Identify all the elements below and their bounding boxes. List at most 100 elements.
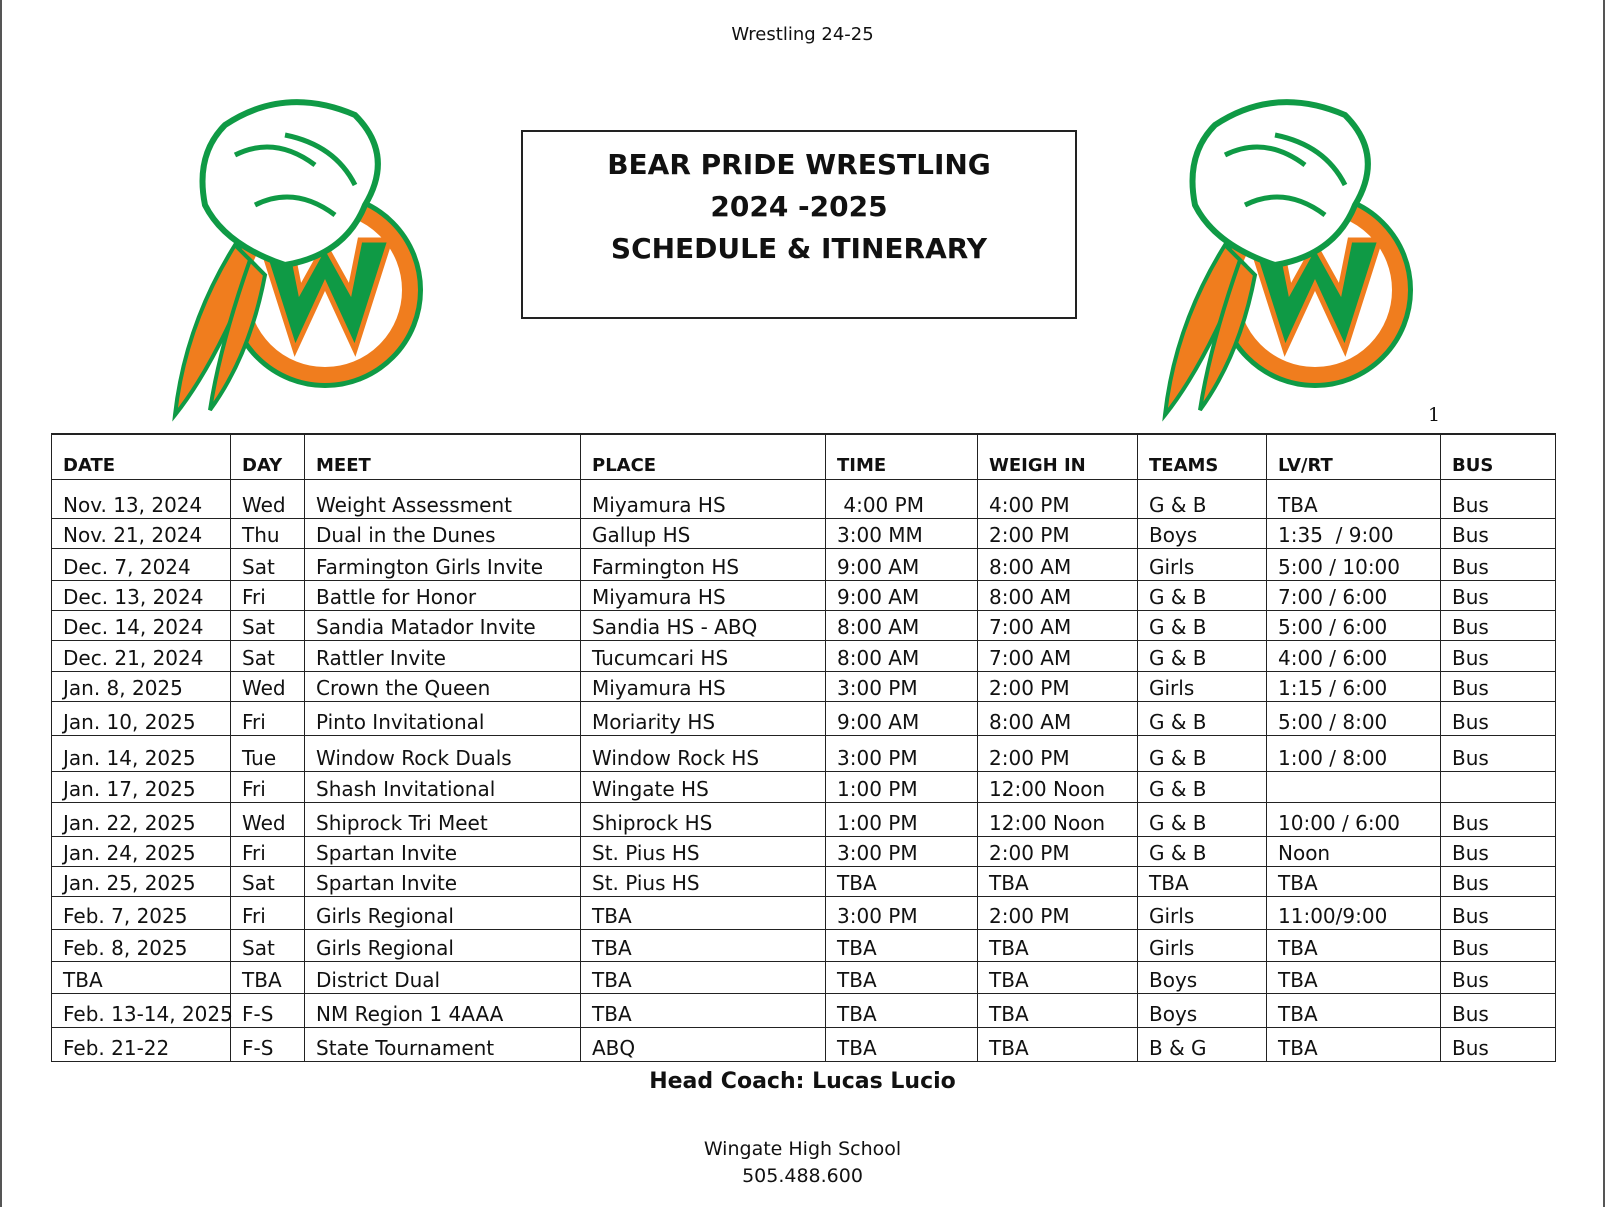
table-cell: Bus (1440, 700, 1556, 736)
table-cell: Pinto Invitational (304, 700, 581, 736)
table-cell: 8:00 AM (977, 547, 1138, 581)
column-header: DATE (51, 433, 231, 480)
table-cell: 4:00 PM (977, 478, 1138, 519)
table-row: Dec. 7, 2024 Sat Farmington Girls Invite Fa… (51, 547, 1556, 581)
table-cell: Window Rock Duals (304, 734, 581, 772)
table-cell: 5:00 / 8:00 (1266, 700, 1441, 736)
table-row: Dec. 14, 2024 Sat Sandia Matador Invite San… (51, 609, 1556, 641)
table-cell: Bus (1440, 801, 1556, 837)
table-cell: Tucumcari HS (580, 639, 826, 672)
table-cell: 12:00 Noon (977, 770, 1138, 803)
table-cell: 3:00 MM (825, 517, 978, 549)
table-cell: Jan. 8, 2025 (51, 670, 231, 702)
table-cell: G & B (1137, 734, 1267, 772)
table-cell: ABQ (580, 1026, 826, 1062)
title-line-2: 2024 -2025 (710, 190, 888, 223)
table-cell: Wingate HS (580, 770, 826, 803)
table-cell: District Dual (304, 960, 581, 994)
table-cell: Weight Assessment (304, 478, 581, 519)
table-cell: TBA (580, 928, 826, 962)
table-cell: G & B (1137, 639, 1267, 672)
table-cell: Window Rock HS (580, 734, 826, 772)
table-row: Feb. 13-14, 2025 F-S NM Region 1 4AAA TBA TB… (51, 992, 1556, 1028)
table-cell: 8:00 AM (825, 609, 978, 641)
table-cell: G & B (1137, 835, 1267, 867)
table-cell: G & B (1137, 700, 1267, 736)
table-cell: St. Pius HS (580, 865, 826, 897)
table-cell: G & B (1137, 579, 1267, 611)
table-cell: TBA (580, 895, 826, 930)
table-cell (1266, 770, 1441, 803)
table-cell: Girls (1137, 895, 1267, 930)
table-cell: TBA (230, 960, 305, 994)
table-cell: Miyamura HS (580, 478, 826, 519)
table-cell: Fri (230, 835, 305, 867)
column-header: DAY (230, 433, 305, 480)
table-cell: 1:00 PM (825, 770, 978, 803)
table-cell: Bus (1440, 835, 1556, 867)
table-cell: Jan. 14, 2025 (51, 734, 231, 772)
table-cell: 9:00 AM (825, 700, 978, 736)
table-row: Jan. 25, 2025 Sat Spartan Invite St. Pius H… (51, 865, 1556, 897)
table-cell: Bus (1440, 517, 1556, 549)
bear-logo-left (172, 99, 423, 422)
table-cell: Girls Regional (304, 928, 581, 962)
table-cell: Farmington Girls Invite (304, 547, 581, 581)
table-cell: 2:00 PM (977, 835, 1138, 867)
table-row: Dec. 13, 2024 Fri Battle for Honor Miyamura… (51, 579, 1556, 611)
table-cell: State Tournament (304, 1026, 581, 1062)
table-cell: 8:00 AM (825, 639, 978, 672)
table-cell: Boys (1137, 517, 1267, 549)
table-cell: Bus (1440, 547, 1556, 581)
school-name: Wingate High School (703, 1138, 902, 1160)
table-cell: TBA (1137, 865, 1267, 897)
table-row: Jan. 14, 2025 Tue Window Rock Duals Window … (51, 734, 1556, 772)
table-cell: TBA (1266, 865, 1441, 897)
table-cell: 3:00 PM (825, 895, 978, 930)
table-cell: Bus (1440, 992, 1556, 1028)
table-cell: 2:00 PM (977, 895, 1138, 930)
table-cell: Sat (230, 865, 305, 897)
table-cell: Feb. 7, 2025 (51, 895, 231, 930)
table-cell: Sat (230, 928, 305, 962)
column-header: PLACE (580, 433, 826, 480)
table-cell: Bus (1440, 579, 1556, 611)
table-cell: Bus (1440, 609, 1556, 641)
table-row: Nov. 13, 2024 Wed Weight Assessment Miyamur… (51, 478, 1556, 519)
table-cell: Spartan Invite (304, 865, 581, 897)
table-cell: Jan. 25, 2025 (51, 865, 231, 897)
table-cell: 10:00 / 6:00 (1266, 801, 1441, 837)
column-header: MEET (304, 433, 581, 480)
title-line-1: BEAR PRIDE WRESTLING (607, 148, 991, 181)
table-cell: St. Pius HS (580, 835, 826, 867)
table-cell: TBA (825, 928, 978, 962)
head-coach: Head Coach: Lucas Lucio (649, 1069, 956, 1094)
table-cell: Dual in the Dunes (304, 517, 581, 549)
table-cell: Fri (230, 700, 305, 736)
table-cell: TBA (580, 992, 826, 1028)
table-cell: Bus (1440, 960, 1556, 994)
table-cell: Girls (1137, 928, 1267, 962)
table-cell: 9:00 AM (825, 547, 978, 581)
table-cell: Jan. 24, 2025 (51, 835, 231, 867)
title-line-3: SCHEDULE & ITINERARY (610, 232, 988, 265)
table-cell: F-S (230, 992, 305, 1028)
bear-logo-right (1162, 99, 1413, 422)
table-cell: 3:00 PM (825, 835, 978, 867)
table-cell: TBA (1266, 478, 1441, 519)
table-cell: Nov. 21, 2024 (51, 517, 231, 549)
table-cell: 5:00 / 6:00 (1266, 609, 1441, 641)
page-edge-left (0, 0, 2, 1207)
table-cell: TBA (977, 992, 1138, 1028)
table-cell: TBA (51, 960, 231, 994)
table-cell: Spartan Invite (304, 835, 581, 867)
table-row: TBA TBA District Dual TBA TBA TBA Boys TBA Bus (51, 960, 1556, 994)
table-cell: 7:00 AM (977, 609, 1138, 641)
table-cell: Shiprock Tri Meet (304, 801, 581, 837)
page-number: 1 (1428, 404, 1441, 426)
table-cell: 4:00 PM (825, 478, 978, 519)
table-cell: Feb. 21-22 (51, 1026, 231, 1062)
table-cell: TBA (977, 1026, 1138, 1062)
column-header: TIME (825, 433, 978, 480)
column-header: WEIGH IN (977, 433, 1138, 480)
